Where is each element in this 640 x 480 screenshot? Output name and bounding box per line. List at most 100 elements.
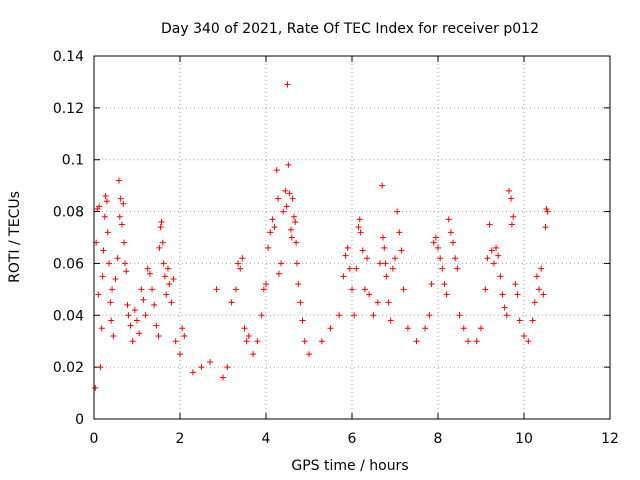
data-point xyxy=(439,265,446,272)
data-point xyxy=(482,286,489,293)
data-point xyxy=(342,252,349,259)
data-point xyxy=(288,234,295,241)
data-point xyxy=(283,203,290,210)
data-point xyxy=(156,244,163,251)
x-tick-label: 4 xyxy=(262,431,271,447)
data-point xyxy=(366,291,373,298)
data-point xyxy=(92,384,99,391)
data-point xyxy=(501,304,508,311)
data-point xyxy=(516,317,523,324)
data-point xyxy=(381,244,388,251)
data-point xyxy=(228,299,235,306)
data-point xyxy=(269,216,276,223)
data-point xyxy=(140,296,147,303)
data-point xyxy=(102,193,109,200)
data-point xyxy=(146,270,153,277)
data-point xyxy=(282,187,289,194)
data-point xyxy=(250,351,257,358)
data-point xyxy=(142,312,149,319)
data-point xyxy=(263,281,269,288)
data-point xyxy=(168,299,175,306)
x-tick-label: 6 xyxy=(348,431,357,447)
data-point xyxy=(357,229,364,236)
data-point xyxy=(510,213,517,220)
data-point xyxy=(107,299,114,306)
data-point xyxy=(164,265,171,272)
data-point xyxy=(163,291,170,298)
data-point xyxy=(299,317,306,324)
data-point xyxy=(271,224,278,231)
data-point xyxy=(278,260,285,267)
x-tick-label: 0 xyxy=(90,431,99,447)
x-tick-label: 8 xyxy=(434,431,443,447)
data-point xyxy=(123,268,130,275)
data-point xyxy=(533,273,540,280)
data-point xyxy=(374,299,381,306)
data-point xyxy=(235,260,242,267)
data-point xyxy=(344,244,351,251)
data-point xyxy=(117,195,124,202)
data-point xyxy=(101,213,108,220)
data-point xyxy=(237,265,244,272)
chart-title: Day 340 of 2021, Rate Of TEC Index for r… xyxy=(161,21,539,37)
y-tick-label: 0.02 xyxy=(53,360,84,376)
y-axis-label: ROTI / TECUs xyxy=(7,191,23,283)
data-point xyxy=(488,247,495,254)
data-point xyxy=(493,244,500,251)
data-point xyxy=(275,195,282,202)
y-tick-label: 0 xyxy=(75,412,84,428)
data-point xyxy=(267,229,274,236)
data-point xyxy=(260,286,267,293)
data-point xyxy=(430,239,437,246)
axis-ticks: 0 0.02 0.04 0.06 0.08 0.1 0.12 0.14 0 2 4 6 8 10 12 xyxy=(53,49,619,447)
data-point xyxy=(505,187,512,194)
data-point xyxy=(392,255,398,262)
data-point xyxy=(170,275,177,282)
data-point xyxy=(398,247,405,254)
data-point xyxy=(512,281,519,288)
data-point xyxy=(95,291,102,298)
data-point xyxy=(443,291,450,298)
data-point xyxy=(104,229,111,236)
data-point xyxy=(445,216,452,223)
data-point xyxy=(110,333,117,340)
data-point xyxy=(387,317,394,324)
data-point xyxy=(109,286,116,293)
data-point xyxy=(115,177,122,184)
data-point xyxy=(540,291,547,298)
data-point xyxy=(356,216,363,223)
data-point xyxy=(346,265,353,272)
data-point xyxy=(160,260,167,267)
data-point xyxy=(100,247,107,254)
data-point xyxy=(297,299,304,306)
data-point xyxy=(490,260,497,267)
data-point xyxy=(497,273,504,280)
data-point xyxy=(508,195,515,202)
data-point xyxy=(166,281,173,288)
data-point xyxy=(114,255,121,262)
data-point xyxy=(129,338,136,345)
y-tick-label: 0.1 xyxy=(62,153,84,169)
data-point xyxy=(351,312,358,319)
data-point xyxy=(177,351,183,358)
data-point xyxy=(245,333,252,340)
data-point xyxy=(213,286,220,293)
data-point xyxy=(514,291,521,298)
data-point xyxy=(220,374,226,381)
data-point xyxy=(161,273,168,280)
data-point xyxy=(370,312,377,319)
data-point xyxy=(124,301,131,308)
data-point xyxy=(364,255,371,262)
data-point xyxy=(486,221,493,228)
data-point xyxy=(158,218,165,225)
data-point xyxy=(340,273,347,280)
x-tick-label: 2 xyxy=(176,431,185,447)
data-point xyxy=(134,317,140,324)
data-point xyxy=(121,260,128,267)
data-point xyxy=(181,333,188,340)
data-point xyxy=(353,265,360,272)
data-point xyxy=(508,221,515,228)
data-point xyxy=(465,338,472,345)
data-point xyxy=(413,338,420,345)
